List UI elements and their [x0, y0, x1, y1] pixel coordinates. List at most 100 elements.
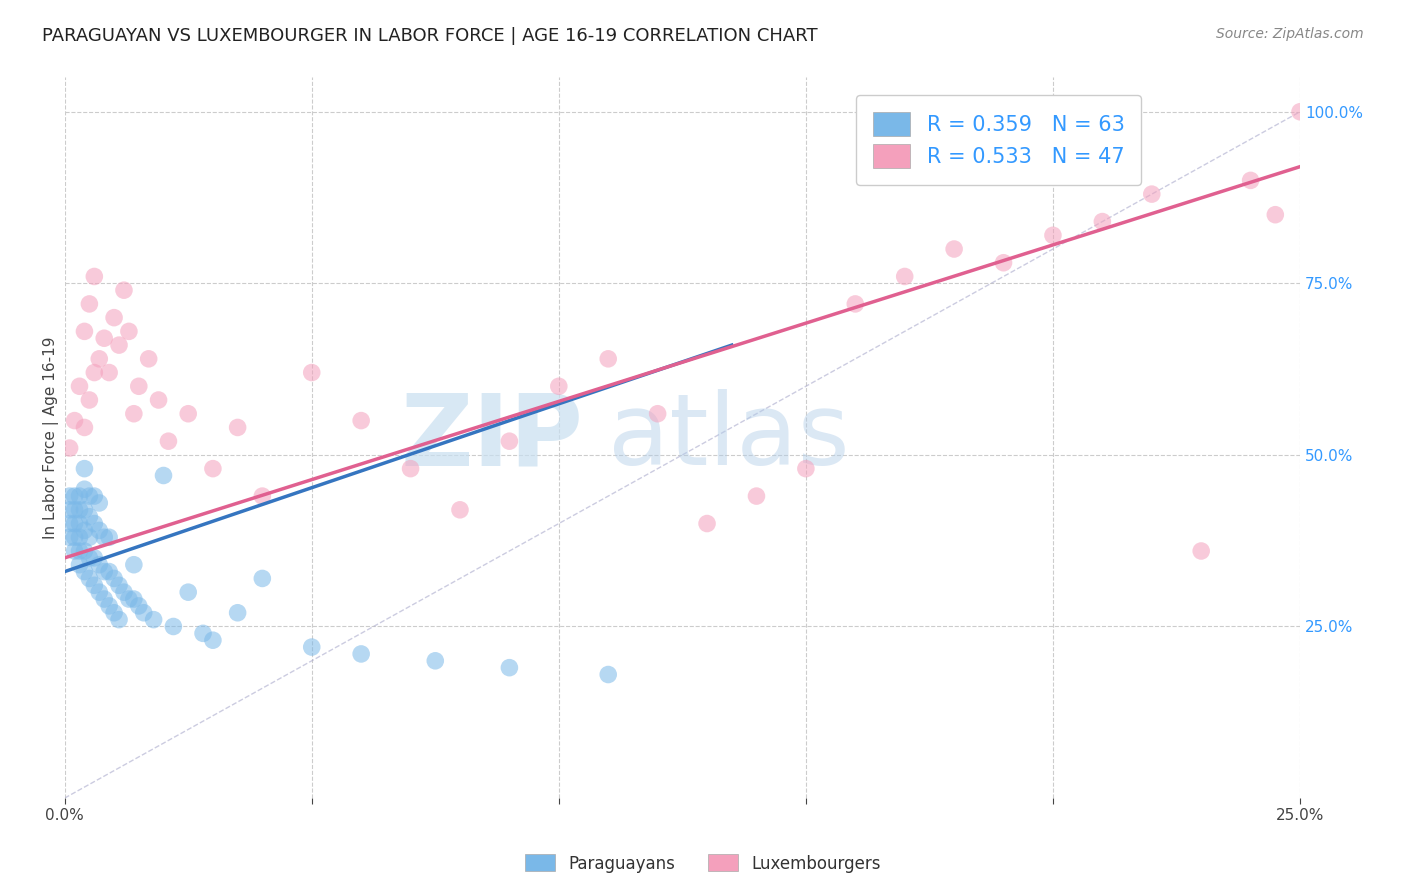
Point	[79, 489, 101, 503]
Point	[152, 468, 174, 483]
Point	[103, 310, 125, 325]
Point	[696, 516, 718, 531]
Point	[425, 654, 447, 668]
Point	[122, 558, 145, 572]
Point	[103, 571, 125, 585]
Point	[157, 434, 180, 449]
Point	[93, 592, 115, 607]
Point	[943, 242, 966, 256]
Point	[1140, 187, 1163, 202]
Point	[794, 461, 817, 475]
Point	[98, 565, 121, 579]
Point	[498, 661, 520, 675]
Point	[547, 379, 569, 393]
Point	[177, 585, 200, 599]
Legend: Paraguayans, Luxembourgers: Paraguayans, Luxembourgers	[519, 847, 887, 880]
Point	[63, 503, 86, 517]
Point	[73, 503, 96, 517]
Point	[63, 414, 86, 428]
Point	[449, 503, 471, 517]
Point	[93, 565, 115, 579]
Point	[103, 606, 125, 620]
Point	[83, 269, 105, 284]
Point	[138, 351, 160, 366]
Point	[59, 530, 82, 544]
Point	[89, 585, 111, 599]
Point	[98, 366, 121, 380]
Point	[89, 496, 111, 510]
Point	[1042, 228, 1064, 243]
Point	[132, 606, 155, 620]
Point	[252, 571, 274, 585]
Y-axis label: In Labor Force | Age 16-19: In Labor Force | Age 16-19	[44, 336, 59, 539]
Point	[63, 516, 86, 531]
Point	[201, 633, 224, 648]
Point	[93, 331, 115, 345]
Point	[69, 558, 91, 572]
Point	[98, 599, 121, 613]
Point	[89, 558, 111, 572]
Point	[1091, 214, 1114, 228]
Point	[98, 530, 121, 544]
Point	[59, 503, 82, 517]
Point	[350, 414, 373, 428]
Point	[89, 524, 111, 538]
Point	[252, 489, 274, 503]
Point	[122, 407, 145, 421]
Point	[79, 550, 101, 565]
Point	[191, 626, 214, 640]
Point	[69, 530, 91, 544]
Text: ZIP: ZIP	[401, 389, 583, 486]
Point	[122, 592, 145, 607]
Point	[73, 324, 96, 338]
Text: atlas: atlas	[609, 389, 849, 486]
Point	[108, 578, 131, 592]
Point	[399, 461, 422, 475]
Point	[112, 585, 135, 599]
Point	[118, 324, 141, 338]
Point	[59, 441, 82, 455]
Point	[598, 351, 620, 366]
Legend: R = 0.359   N = 63, R = 0.533   N = 47: R = 0.359 N = 63, R = 0.533 N = 47	[856, 95, 1142, 185]
Point	[89, 351, 111, 366]
Point	[844, 297, 866, 311]
Point	[63, 489, 86, 503]
Point	[59, 489, 82, 503]
Point	[226, 420, 249, 434]
Point	[112, 283, 135, 297]
Point	[73, 420, 96, 434]
Point	[79, 571, 101, 585]
Point	[73, 544, 96, 558]
Point	[63, 544, 86, 558]
Point	[59, 516, 82, 531]
Point	[93, 530, 115, 544]
Point	[598, 667, 620, 681]
Point	[73, 565, 96, 579]
Point	[83, 550, 105, 565]
Point	[79, 297, 101, 311]
Point	[893, 269, 915, 284]
Point	[79, 509, 101, 524]
Point	[79, 392, 101, 407]
Point	[1239, 173, 1261, 187]
Point	[83, 516, 105, 531]
Point	[108, 613, 131, 627]
Point	[1189, 544, 1212, 558]
Point	[1264, 208, 1286, 222]
Text: Source: ZipAtlas.com: Source: ZipAtlas.com	[1216, 27, 1364, 41]
Point	[69, 544, 91, 558]
Text: PARAGUAYAN VS LUXEMBOURGER IN LABOR FORCE | AGE 16-19 CORRELATION CHART: PARAGUAYAN VS LUXEMBOURGER IN LABOR FORC…	[42, 27, 818, 45]
Point	[993, 256, 1015, 270]
Point	[201, 461, 224, 475]
Point	[73, 461, 96, 475]
Point	[350, 647, 373, 661]
Point	[647, 407, 669, 421]
Point	[128, 599, 150, 613]
Point	[301, 640, 323, 654]
Point	[1289, 104, 1312, 119]
Point	[745, 489, 768, 503]
Point	[69, 379, 91, 393]
Point	[177, 407, 200, 421]
Point	[301, 366, 323, 380]
Point	[118, 592, 141, 607]
